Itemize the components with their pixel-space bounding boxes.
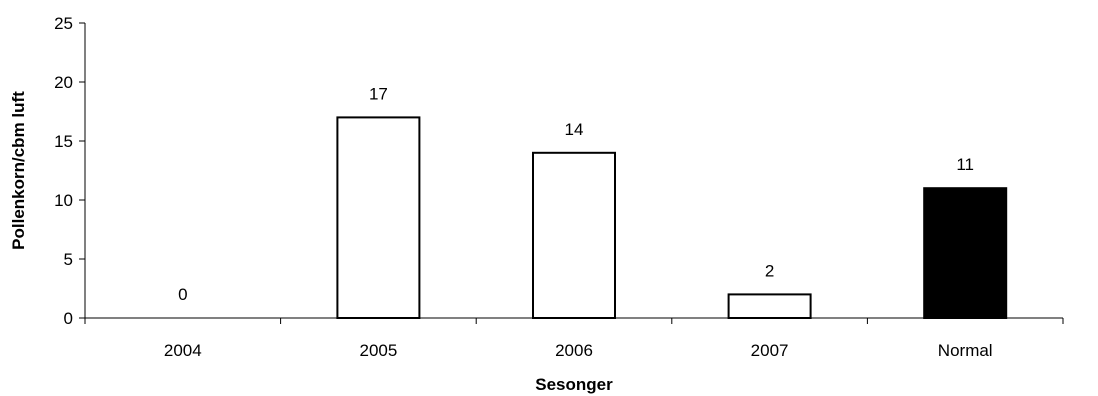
x-tick-label: 2007 xyxy=(751,341,789,360)
bar-2006 xyxy=(532,151,616,319)
y-tick-label: 5 xyxy=(64,250,73,269)
y-tick-label: 15 xyxy=(54,132,73,151)
y-axis-ticks: 0 5 10 15 20 25 xyxy=(54,14,85,328)
y-tick-label: 25 xyxy=(54,14,73,33)
y-tick-label: 0 xyxy=(64,309,73,328)
x-tick-label: 2005 xyxy=(359,341,397,360)
data-label-2006: 14 xyxy=(565,120,584,139)
x-tick-label: 2004 xyxy=(164,341,202,360)
data-labels: 0 17 14 2 11 xyxy=(178,84,974,304)
y-tick-label: 20 xyxy=(54,73,73,92)
bar-2007 xyxy=(727,293,812,319)
x-tick-label: 2006 xyxy=(555,341,593,360)
data-label-normal: 11 xyxy=(956,155,974,174)
bars xyxy=(336,116,1008,320)
x-axis-ticks: 2004 2005 2006 2007 Normal xyxy=(84,318,1064,360)
data-label-2007: 2 xyxy=(765,261,774,280)
bar-2005 xyxy=(336,116,421,320)
bar-normal xyxy=(923,187,1008,319)
y-axis-title: Pollenkorn/cbm luft xyxy=(9,91,28,250)
y-tick-label: 10 xyxy=(54,191,73,210)
data-label-2005: 17 xyxy=(369,84,388,103)
data-label-2004: 0 xyxy=(178,285,187,304)
x-tick-label: Normal xyxy=(938,341,993,360)
x-axis-title: Sesonger xyxy=(535,375,613,394)
